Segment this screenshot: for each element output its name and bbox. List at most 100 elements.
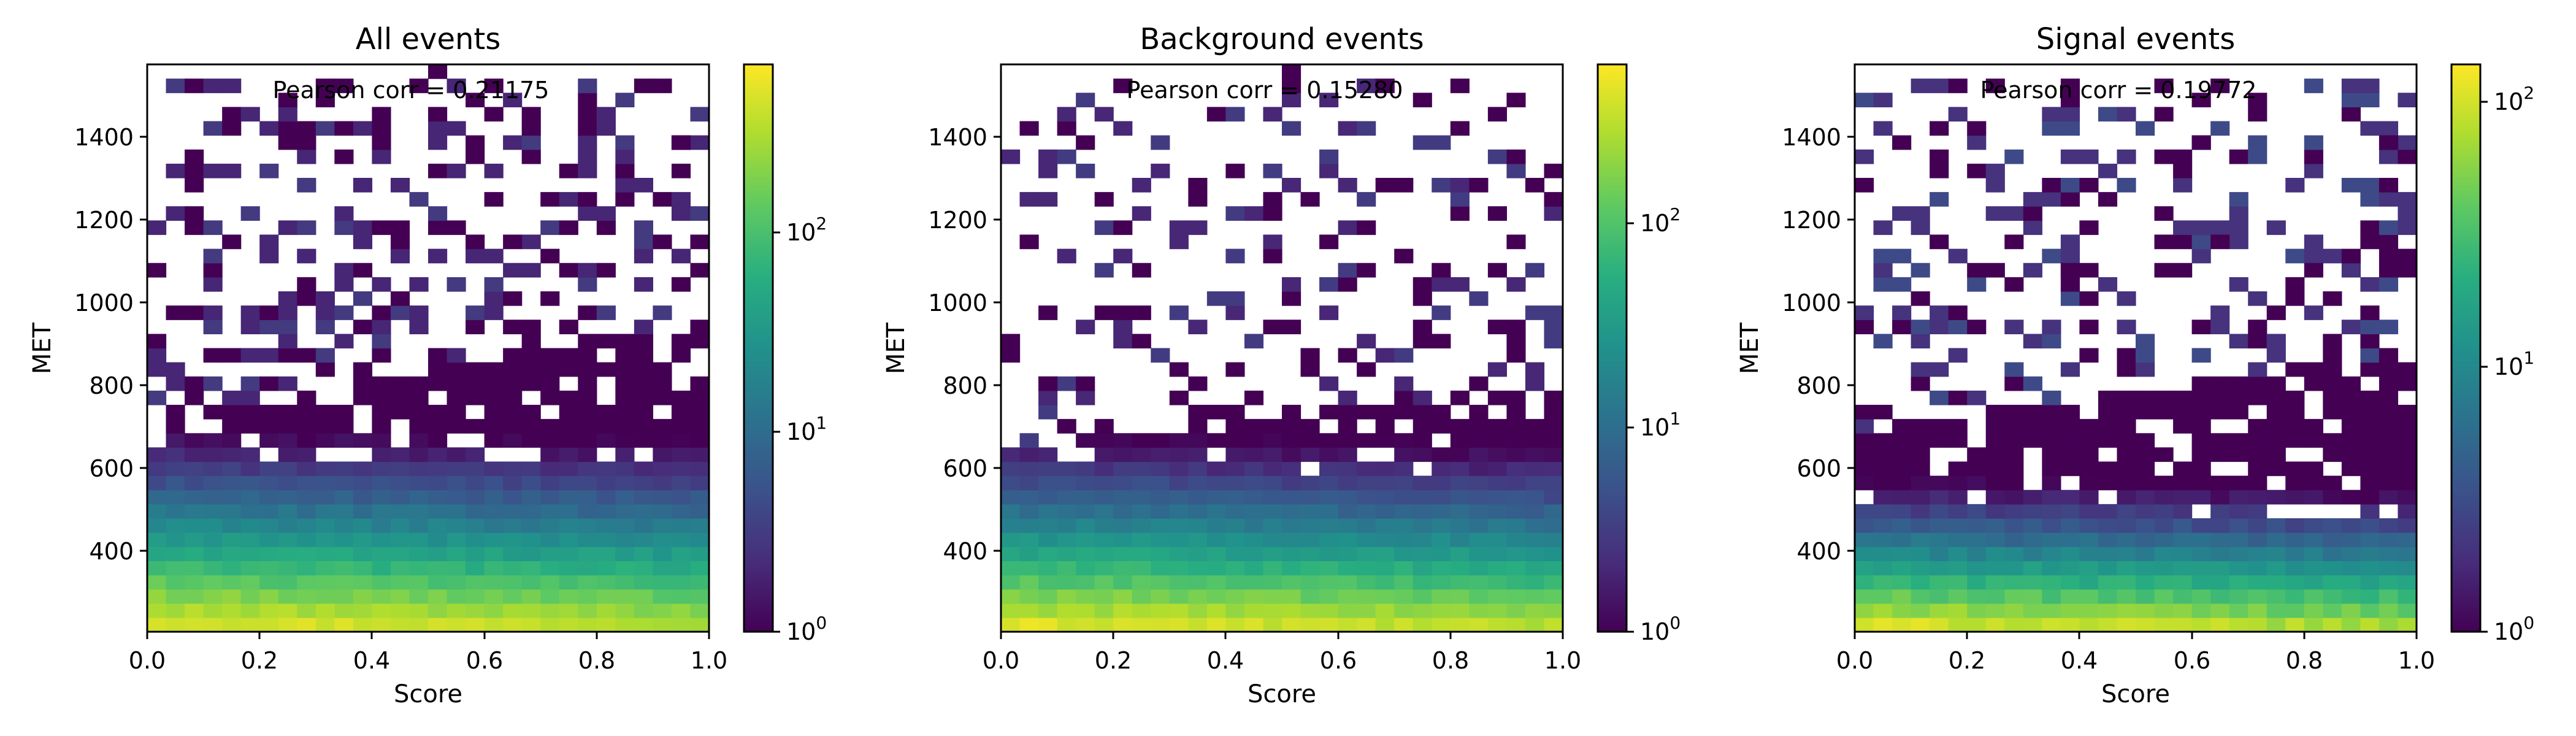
heatmap-cell [596,220,616,236]
heatmap-cell [1001,575,1021,590]
heatmap-cell [1225,107,1245,122]
heatmap-cell [372,461,391,477]
heatmap-cell [1038,518,1058,533]
heatmap-cell [1244,390,1264,405]
heatmap-cell [222,163,242,178]
heatmap-cell [334,546,354,561]
heatmap-cell [2154,532,2174,547]
heatmap-cell [353,220,372,236]
heatmap-cell [2173,263,2193,278]
heatmap-cell [2341,575,2361,590]
heatmap-cell [1019,475,1039,491]
heatmap-cell [2042,320,2061,334]
heatmap-cell [1263,234,1282,250]
heatmap-cell [1930,390,1949,405]
heatmap-cell [2341,532,2361,547]
heatmap-cell [1057,461,1076,477]
heatmap-cell [1225,206,1245,221]
heatmap-cell [1948,489,1968,505]
heatmap-cell [2360,419,2380,434]
heatmap-cell [2266,561,2286,576]
heatmap-cell [1225,518,1245,533]
heatmap-cell [1132,561,1151,576]
heatmap-cell [1263,163,1282,178]
heatmap-cell [297,348,316,363]
heatmap-cell [578,277,597,292]
heatmap-cell [1357,603,1376,618]
heatmap-cell [2248,603,2267,618]
heatmap-cell [2210,504,2230,519]
x-tick-label: 0.2 [1095,647,1132,674]
heatmap-cell [596,561,616,576]
heatmap-cell [1244,532,1264,547]
heatmap-cell [1076,135,1095,150]
heatmap-cell [2360,504,2380,519]
heatmap-cell [1132,518,1151,533]
heatmap-cell [559,433,578,448]
heatmap-cell [1188,532,1208,547]
heatmap-cell [447,348,466,363]
heatmap-cell [1282,433,1301,448]
heatmap-cell [372,532,391,547]
heatmap-cell [147,561,167,576]
heatmap-cell [2266,390,2286,405]
heatmap-cell [1873,121,1893,136]
heatmap-cell [1225,163,1245,178]
heatmap-cell [578,475,597,491]
heatmap-cell [1300,561,1320,576]
heatmap-cell [259,248,279,264]
heatmap-cell [2173,489,2193,505]
heatmap-cell [1038,149,1058,164]
heatmap-cell [2060,589,2080,604]
heatmap-cell [390,461,410,477]
colorbar-tick-label: 102 [2494,83,2534,115]
heatmap-cell [466,419,485,434]
heatmap-cell [2173,532,2193,547]
heatmap-cell [2210,121,2230,136]
heatmap-cell [278,617,297,632]
heatmap-cell [1263,192,1282,207]
heatmap-cell [2285,589,2305,604]
heatmap-cell [653,305,672,320]
heatmap-cell [615,518,635,533]
heatmap-cell [2004,447,2024,462]
heatmap-cell [484,405,504,420]
heatmap-cell [1450,121,1470,136]
heatmap-cell [203,220,223,236]
heatmap-cell [166,546,185,561]
heatmap-cell [2004,518,2024,533]
heatmap-cell [1873,532,1893,547]
y-axis-label: MET [1736,322,1764,374]
heatmap-cell [2004,149,2024,164]
heatmap-cell [297,561,316,576]
heatmap-cell [166,362,185,377]
heatmap-cell [2248,376,2267,391]
heatmap-cell [2117,178,2136,193]
heatmap-cell [1985,263,2005,278]
heatmap-cell [503,617,523,632]
heatmap-cell [559,461,578,477]
heatmap-cell [1244,504,1264,519]
heatmap-cell [428,589,448,604]
heatmap-cell [2285,291,2305,306]
heatmap-cell [2117,390,2136,405]
heatmap-cell [2379,277,2399,292]
heatmap-cell [634,277,653,292]
heatmap-cell [353,178,372,193]
heatmap-cell [484,461,504,477]
heatmap-cell [578,575,597,590]
heatmap-cell [1375,532,1395,547]
heatmap-cell [540,518,560,533]
heatmap-cell [1413,433,1432,448]
heatmap-cell [1169,518,1189,533]
heatmap-cell [2210,320,2230,334]
heatmap-cell [2210,405,2230,420]
heatmap-cell [690,405,710,420]
heatmap-cell [615,617,635,632]
heatmap-cell [1930,163,1949,178]
heatmap-cell [1450,447,1470,462]
x-tick-label: 0.4 [2061,647,2098,674]
heatmap-cell [185,561,204,576]
heatmap-cell [1225,291,1245,306]
heatmap-cell [2042,248,2061,264]
